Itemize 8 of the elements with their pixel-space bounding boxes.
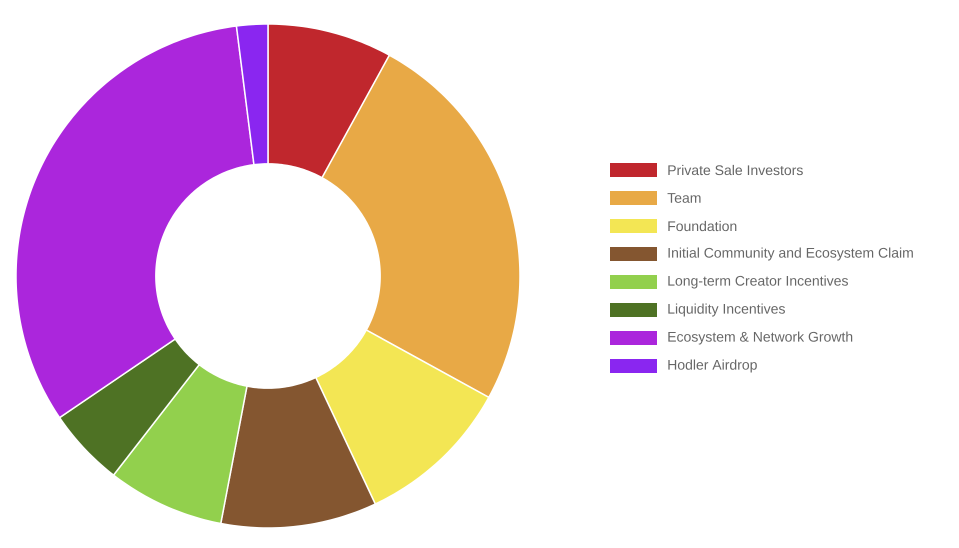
legend-label: Liquidity Incentives xyxy=(668,303,785,317)
legend-label: Private Sale Investors xyxy=(668,164,803,176)
legend-label: Long-term Creator Incentives xyxy=(668,275,848,289)
legend-label: Team xyxy=(668,193,701,203)
legend-label: Initial Community and Ecosystem Claim xyxy=(668,247,913,261)
legend-label: Hodler Airdrop xyxy=(668,359,757,373)
legend-label: Foundation xyxy=(668,220,736,232)
legend-label: Ecosystem & Network Growth xyxy=(668,331,852,345)
